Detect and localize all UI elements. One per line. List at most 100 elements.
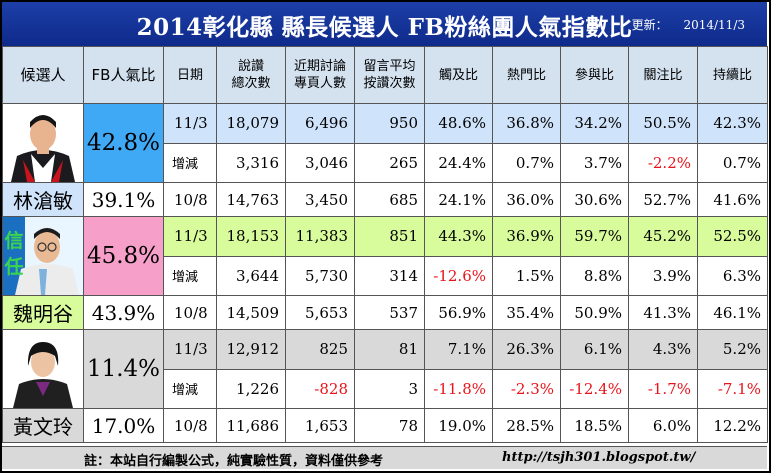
table-row: 11.4% 11/3 12,912 825 81 7.1% 26.3% 6.1% 4.3% 5.2… <box>2 329 768 409</box>
table-row: 信任 45.8% 11/3 18,153 11,383 851 44.3% 36.9% 59.7… <box>2 216 768 296</box>
value-cell: 537 <box>354 295 425 330</box>
value-cell: 685 <box>354 182 425 217</box>
candidate-name: 魏明谷 <box>2 295 84 330</box>
change-cell: -7.1% <box>697 368 768 409</box>
col-header: 熱門比 <box>492 46 561 104</box>
value-cell: 6,496 <box>285 103 355 144</box>
value-cell: 11,686 <box>216 408 286 443</box>
value-cell: 851 <box>354 216 425 257</box>
photo-slogan: 信 <box>4 229 23 252</box>
col-header: 參與比 <box>560 46 629 104</box>
change-cell: 3,046 <box>285 142 355 183</box>
change-cell: 3.9% <box>628 255 698 296</box>
value-cell: 59.7% <box>560 216 629 257</box>
change-cell: 24.4% <box>424 142 493 183</box>
value-cell: 6.1% <box>560 329 629 370</box>
change-cell: 3.7% <box>560 142 629 183</box>
value-cell: 41.6% <box>697 182 768 217</box>
value-cell: 34.2% <box>560 103 629 144</box>
table-row: 林滄敏 39.1% 10/8 14,763 3,450 685 24.1% 36.0% 30.6… <box>2 182 768 217</box>
candidate-photo <box>3 104 83 182</box>
value-cell: 14,763 <box>216 182 286 217</box>
fb-popularity-current: 45.8% <box>83 216 164 296</box>
date-cell: 10/8 <box>163 182 217 217</box>
date-cell: 11/3 <box>163 103 217 144</box>
value-cell: 30.6% <box>560 182 629 217</box>
data-table: 候選人 FB人氣比 日期 說讚 總次數 近期討論 專頁人數 留言平均 按讚次數 觸及比… <box>2 46 768 443</box>
footer-url[interactable]: http://tsjh301.blogspot.tw/ <box>502 450 696 465</box>
change-cell: -12.4% <box>560 368 629 409</box>
value-cell: 11,383 <box>285 216 355 257</box>
change-cell: 6.3% <box>697 255 768 296</box>
value-cell: 52.7% <box>628 182 698 217</box>
col-header: 候選人 <box>2 46 84 104</box>
value-cell: 78 <box>354 408 425 443</box>
change-cell: 265 <box>354 142 425 183</box>
change-label: 增減 <box>163 255 217 296</box>
fb-popularity-current: 11.4% <box>83 329 164 409</box>
value-cell: 36.9% <box>492 216 561 257</box>
change-cell: -1.7% <box>628 368 698 409</box>
value-cell: 46.1% <box>697 295 768 330</box>
date-cell: 10/8 <box>163 295 217 330</box>
candidate-photo-cell <box>2 329 84 409</box>
candidate-name: 林滄敏 <box>2 182 84 217</box>
col-header: 持續比 <box>697 46 768 104</box>
value-cell: 18,153 <box>216 216 286 257</box>
value-cell: 4.3% <box>628 329 698 370</box>
update-label: 更新： <box>631 18 668 32</box>
value-cell: 24.1% <box>424 182 493 217</box>
table-row: 黃文玲 17.0% 10/8 11,686 1,653 78 19.0% 28.5% 18.5%… <box>2 408 768 443</box>
update-info: 更新： 2014/11/3 <box>632 16 745 33</box>
value-cell: 41.3% <box>628 295 698 330</box>
page-title: 2014彰化縣 縣長候選人 FB粉絲團人氣指數比 <box>136 14 633 41</box>
value-cell: 52.5% <box>697 216 768 257</box>
value-cell: 35.4% <box>492 295 561 330</box>
value-cell: 14,509 <box>216 295 286 330</box>
col-header: 說讚 總次數 <box>216 46 286 104</box>
value-cell: 26.3% <box>492 329 561 370</box>
col-header: 觸及比 <box>424 46 493 104</box>
title-bar: 2014彰化縣 縣長候選人 FB粉絲團人氣指數比 更新： 2014/11/3 <box>2 2 767 46</box>
footer-note: 註：本站自行編製公式，純實驗性質，資料僅供參考 <box>84 454 384 469</box>
value-cell: 18,079 <box>216 103 286 144</box>
candidate-photo-cell <box>2 103 84 183</box>
table-row: 魏明谷 43.9% 10/8 14,509 5,653 537 56.9% 35.4% 50.9… <box>2 295 768 330</box>
change-cell: 5,730 <box>285 255 355 296</box>
candidate-photo <box>3 330 83 408</box>
table-row: 42.8% 11/3 18,079 6,496 950 48.6% 36.8% 34.2% 50… <box>2 103 768 183</box>
change-cell: 0.7% <box>697 142 768 183</box>
value-cell: 5.2% <box>697 329 768 370</box>
value-cell: 42.3% <box>697 103 768 144</box>
fb-popularity-previous: 39.1% <box>83 182 164 217</box>
change-cell: -2.3% <box>492 368 561 409</box>
change-cell: -2.2% <box>628 142 698 183</box>
fb-popularity-previous: 43.9% <box>83 295 164 330</box>
change-cell: 3 <box>354 368 425 409</box>
date-cell: 11/3 <box>163 216 217 257</box>
value-cell: 7.1% <box>424 329 493 370</box>
value-cell: 50.5% <box>628 103 698 144</box>
value-cell: 5,653 <box>285 295 355 330</box>
change-cell: 314 <box>354 255 425 296</box>
header-row: 候選人 FB人氣比 日期 說讚 總次數 近期討論 專頁人數 留言平均 按讚次數 觸及比… <box>2 46 768 104</box>
change-cell: 0.7% <box>492 142 561 183</box>
value-cell: 12,912 <box>216 329 286 370</box>
value-cell: 50.9% <box>560 295 629 330</box>
table-row: 增減 1,226 -828 3 -11.8% -2.3% -12.4% -1.7% -7.1% <box>3 368 768 409</box>
value-cell: 56.9% <box>424 295 493 330</box>
change-label: 增減 <box>163 368 217 409</box>
footer: 註：本站自行編製公式，純實驗性質，資料僅供參考 http://tsjh301.b… <box>2 446 767 469</box>
col-header: 關注比 <box>628 46 698 104</box>
col-header: 近期討論 專頁人數 <box>285 46 355 104</box>
change-cell: -12.6% <box>424 255 493 296</box>
value-cell: 825 <box>285 329 355 370</box>
fb-popularity-current: 42.8% <box>83 103 164 183</box>
value-cell: 45.2% <box>628 216 698 257</box>
change-cell: 3,316 <box>216 142 286 183</box>
col-header: FB人氣比 <box>83 46 164 104</box>
candidate-photo-cell: 信任 <box>2 216 84 296</box>
change-cell: 8.8% <box>560 255 629 296</box>
candidate-name: 黃文玲 <box>2 408 84 443</box>
update-date: 2014/11/3 <box>683 18 745 32</box>
